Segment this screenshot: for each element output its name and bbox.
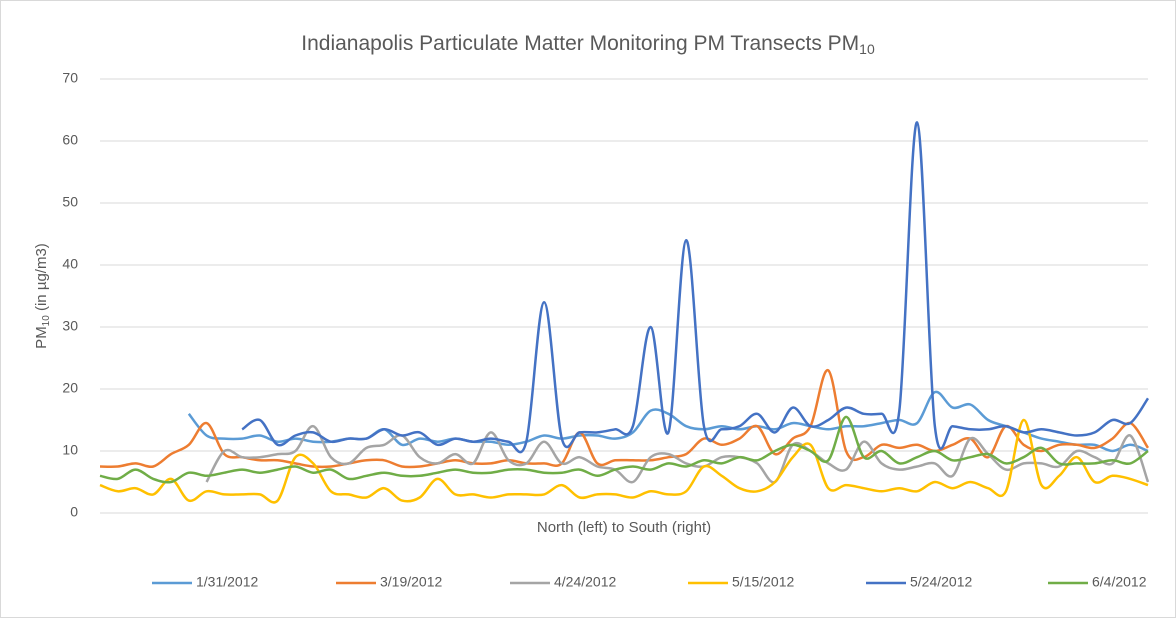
legend-label: 3/19/2012 xyxy=(380,574,442,590)
y-label-subscript: 10 xyxy=(41,315,52,327)
legend-label: 5/15/2012 xyxy=(732,574,794,590)
y-axis-label: PM10 (in µg/m3) xyxy=(33,243,52,349)
y-tick-label: 40 xyxy=(62,256,78,272)
y-tick-label: 60 xyxy=(62,132,78,148)
title-main: Indianapolis Particulate Matter Monitori… xyxy=(301,32,859,55)
y-tick-label: 50 xyxy=(62,194,78,210)
series-line xyxy=(99,415,1149,484)
y-label-rest: (in µg/m3) xyxy=(33,243,50,315)
series-line xyxy=(99,418,1149,504)
y-tick-label: 70 xyxy=(62,70,78,86)
chart-title: Indianapolis Particulate Matter Monitori… xyxy=(301,32,875,57)
legend-label: 4/24/2012 xyxy=(554,574,616,590)
y-tick-label: 20 xyxy=(62,380,78,396)
legend-label: 5/24/2012 xyxy=(910,574,972,590)
legend-label: 6/4/2012 xyxy=(1092,574,1147,590)
legend-label: 1/31/2012 xyxy=(196,574,258,590)
y-tick-label: 0 xyxy=(70,504,78,520)
series-line xyxy=(241,121,1150,454)
title-subscript: 10 xyxy=(859,41,875,57)
y-tick-label: 30 xyxy=(62,318,78,334)
y-tick-label: 10 xyxy=(62,442,78,458)
x-axis-label: North (left) to South (right) xyxy=(537,519,711,536)
y-label-main: PM xyxy=(33,326,50,349)
